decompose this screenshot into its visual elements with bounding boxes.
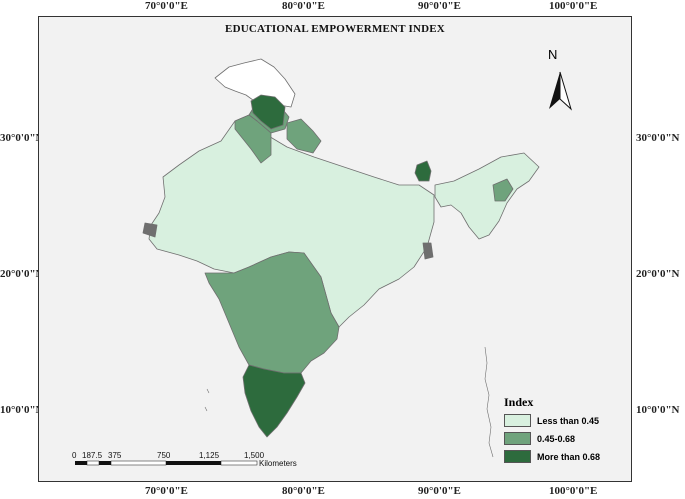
- lon-tick-top-70: 70°0'0"E: [145, 0, 188, 12]
- region-kashmir-dark: [250, 94, 286, 130]
- scale-label-1125: 1,125: [199, 451, 220, 460]
- scale-label-750: 750: [157, 451, 171, 460]
- legend-swatch-mid: [504, 432, 531, 445]
- legend-title: Index: [504, 395, 534, 409]
- region-south-dark: [242, 364, 306, 438]
- legend-swatch-high: [504, 450, 531, 463]
- region-sikkim: [414, 160, 432, 182]
- region-northeast-medium: [492, 178, 514, 202]
- region-northeast: [434, 152, 540, 240]
- map-frame: EDUCATIONAL EMPOWERMENT INDEX: [38, 16, 632, 482]
- india-map: [75, 58, 572, 466]
- scale-label-0: 0: [72, 451, 77, 460]
- lon-tick-top-90: 90°0'0"E: [418, 0, 461, 12]
- lat-tick-left-30: 30°0'0"N: [0, 132, 44, 144]
- scale-label-375: 375: [108, 451, 122, 460]
- region-wb-strip: [422, 242, 434, 260]
- legend-item-mid: 0.45-0.68: [504, 432, 624, 445]
- region-gujarat-tip: [142, 222, 158, 238]
- lat-tick-right-30: 30°0'0"N: [636, 132, 680, 144]
- lon-tick-top-100: 100°0'0"E: [549, 0, 598, 12]
- legend-item-high: More than 0.68: [504, 450, 624, 463]
- region-south-medium: [204, 251, 340, 374]
- legend-label-high: More than 0.68: [537, 451, 601, 462]
- scale-label-187: 187.5: [82, 451, 103, 460]
- lon-tick-top-80: 80°0'0"E: [282, 0, 325, 12]
- north-arrow: [549, 71, 572, 111]
- legend-label-low: Less than 0.45: [537, 415, 600, 426]
- region-punjab-haryana: [234, 114, 272, 164]
- lat-tick-left-10: 10°0'0"N: [0, 404, 44, 416]
- region-uttarakhand: [286, 118, 322, 154]
- scale-unit: Kilometers: [259, 459, 297, 468]
- region-jammu-kashmir-white: [214, 58, 296, 108]
- lat-tick-left-20: 20°0'0"N: [0, 268, 44, 280]
- legend-item-low: Less than 0.45: [504, 414, 624, 427]
- lat-tick-right-20: 20°0'0"N: [636, 268, 680, 280]
- lon-tick-bottom-100: 100°0'0"E: [549, 485, 598, 497]
- lon-tick-bottom-70: 70°0'0"E: [145, 485, 188, 497]
- scale-label-1500: 1,500: [244, 451, 265, 460]
- andaman-islands: [484, 346, 494, 458]
- lakshadweep: [204, 388, 210, 412]
- north-label: N: [548, 47, 558, 62]
- map-title: EDUCATIONAL EMPOWERMENT INDEX: [225, 23, 445, 35]
- legend: Index Less than 0.45 0.45-0.68 More than…: [504, 395, 624, 468]
- lat-tick-right-10: 10°0'0"N: [636, 404, 680, 416]
- legend-label-mid: 0.45-0.68: [537, 433, 576, 444]
- scale-bar: [75, 460, 258, 466]
- legend-swatch-low: [504, 414, 531, 427]
- lon-tick-bottom-90: 90°0'0"E: [418, 485, 461, 497]
- lon-tick-bottom-80: 80°0'0"E: [282, 485, 325, 497]
